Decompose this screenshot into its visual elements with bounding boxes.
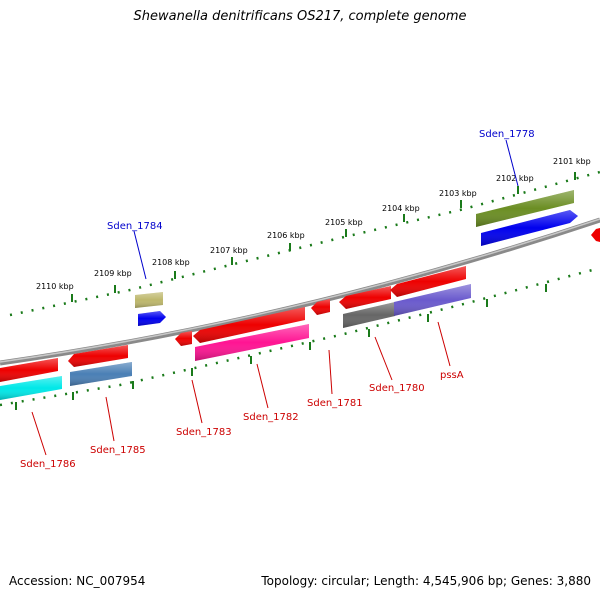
tick-label-2108: 2108 kbp (152, 258, 190, 267)
gene-box-magenta[interactable] (195, 324, 309, 361)
outer-scale-ring (9, 170, 600, 317)
gene-label-sden-1780: Sden_1780 (369, 383, 425, 394)
label-leaders (31, 139, 519, 456)
gene-label-sden-1785: Sden_1785 (90, 445, 146, 456)
gene-label-pssa: pssA (440, 370, 464, 381)
gene-label-sden-1784: Sden_1784 (107, 221, 163, 232)
genome-backbone (0, 217, 600, 366)
gene-arrow[interactable] (175, 331, 192, 346)
tick-label-2105: 2105 kbp (325, 218, 363, 227)
gene-arrow[interactable] (390, 266, 466, 297)
gene-box-gray[interactable] (343, 302, 395, 328)
gene-arrow[interactable] (0, 358, 58, 382)
gene-box-olive[interactable] (476, 190, 574, 227)
gene-box-steelblue[interactable] (70, 362, 132, 386)
gene-label-sden-1783: Sden_1783 (176, 427, 232, 438)
tick-label-2103: 2103 kbp (439, 189, 477, 198)
gene-arrow-blue[interactable] (481, 210, 578, 246)
tick-label-2110: 2110 kbp (36, 282, 74, 291)
gene-box-slateblue[interactable] (394, 284, 471, 316)
genome-summary-text: Topology: circular; Length: 4,545,906 bp… (261, 574, 591, 588)
gene-box-khaki[interactable] (135, 292, 163, 308)
gene-box-cyan[interactable] (0, 376, 62, 400)
tick-label-2104: 2104 kbp (382, 204, 420, 213)
gene-arrow[interactable] (339, 286, 391, 309)
gene-label-sden-1781: Sden_1781 (307, 398, 363, 409)
gene-arrow[interactable] (311, 299, 330, 315)
gene-label-sden-1786: Sden_1786 (20, 459, 76, 470)
gene-label-sden-1778: Sden_1778 (479, 129, 535, 140)
gene-label-sden-1782: Sden_1782 (243, 412, 299, 423)
outer-major-ticks (71, 172, 576, 302)
gene-arrow-blue[interactable] (138, 311, 166, 326)
gene-arrow[interactable] (68, 345, 128, 367)
inner-scale-ring (0, 266, 600, 407)
gene-arrow[interactable] (193, 307, 305, 343)
tick-label-2102: 2102 kbp (496, 174, 534, 183)
map-title: Shewanella denitrificans OS217, complete… (133, 9, 467, 24)
gene-arrow[interactable] (591, 228, 600, 242)
inner-major-ticks (15, 284, 547, 410)
accession-text: Accession: NC_007954 (9, 574, 146, 588)
gene-features (0, 190, 600, 400)
tick-label-2109: 2109 kbp (94, 269, 132, 278)
tick-label-2101: 2101 kbp (553, 157, 591, 166)
tick-label-2107: 2107 kbp (210, 246, 248, 255)
tick-label-2106: 2106 kbp (267, 231, 305, 240)
